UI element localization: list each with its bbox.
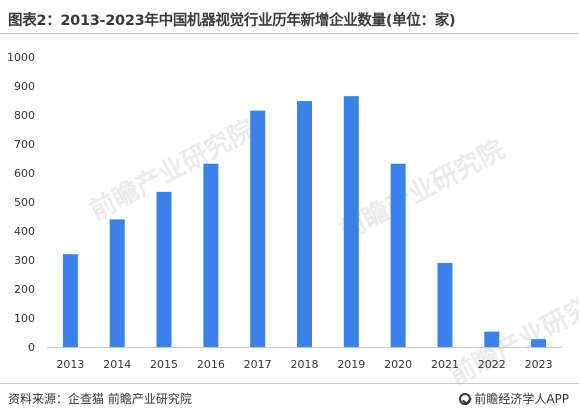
bar-2018: [297, 101, 312, 347]
bar-2015: [156, 191, 172, 347]
x-tick-label: 2015: [150, 358, 178, 371]
bar-2013: [62, 254, 78, 347]
y-tick-label: 900: [14, 80, 35, 93]
source-note: 资料来源：企查猫 前瞻产业研究院: [8, 392, 192, 406]
x-tick-label: 2013: [56, 358, 84, 371]
x-tick-label: 2021: [431, 358, 459, 371]
bar-2017: [250, 110, 266, 348]
y-tick-label: 1000: [7, 51, 35, 64]
x-tick-label: 2018: [291, 358, 319, 371]
x-tick-label: 2019: [337, 358, 365, 371]
bar-chart: 0 100 200 300 400 500 600 700 800 900 1000 2013 2014…: [7, 51, 562, 371]
y-tick-label: 400: [14, 225, 35, 238]
y-tick-label: 700: [14, 138, 35, 151]
brand-label: 前瞻经济学人APP: [474, 392, 569, 406]
title-divider: [0, 33, 579, 34]
y-tick-label: 500: [14, 196, 35, 209]
chart-title: 图表2：2013-2023年中国机器视觉行业历年新增企业数量(单位：家): [8, 13, 456, 29]
x-tick-label: 2022: [478, 358, 506, 371]
y-tick-label: 600: [14, 167, 35, 180]
bar-2014: [109, 219, 125, 347]
y-tick-label: 800: [14, 109, 35, 122]
x-tick-label: 2020: [384, 358, 412, 371]
bar-2020: [390, 163, 406, 347]
bar-2022: [484, 331, 500, 347]
y-tick-label: 200: [14, 283, 35, 296]
bar-2016: [203, 163, 219, 347]
footer-divider: [0, 383, 579, 384]
x-tick-label: 2014: [103, 358, 131, 371]
y-tick-label: 0: [28, 341, 35, 354]
x-tick-label: 2016: [197, 358, 225, 371]
bar-2019: [343, 96, 359, 348]
x-tick-label: 2017: [244, 358, 272, 371]
bar-2021: [437, 262, 453, 347]
x-tick-label: 2023: [525, 358, 553, 371]
brand-credit: 前瞻经济学人APP: [459, 390, 569, 407]
y-tick-label: 100: [14, 312, 35, 325]
y-tick-label: 300: [14, 254, 35, 267]
bar-2023: [531, 339, 547, 347]
brand-logo-icon: [459, 392, 472, 405]
